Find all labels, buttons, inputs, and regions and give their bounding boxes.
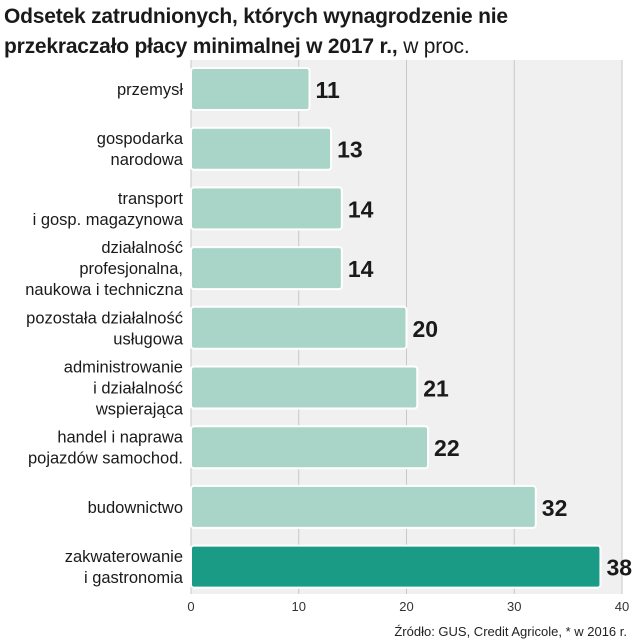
category-label-line: przemysł [117, 81, 183, 99]
chart-title: Odsetek zatrudnionych, których wynagrodz… [4, 2, 632, 62]
category-label-line: zakwaterowanie [65, 548, 183, 566]
category-label: działalność profesjonalna, naukowa i techn… [25, 239, 184, 299]
bar [190, 484, 537, 529]
value-label: 22 [434, 435, 460, 461]
category-label-line: i działalność [93, 380, 183, 398]
category-label-line: wspierająca [95, 401, 184, 419]
category-label-line: usługowa [113, 330, 184, 348]
value-label: 14 [348, 196, 374, 222]
x-tick-label: 10 [292, 599, 306, 614]
category-label-line: profesjonalna, [79, 260, 183, 278]
category-label-line: naukowa i techniczna [25, 281, 184, 299]
category-label-line: pojazdów samochod. [28, 450, 183, 468]
value-label: 21 [423, 376, 449, 402]
bar [190, 67, 311, 111]
category-label: administrowanie i działalność wspierająca [64, 359, 184, 419]
source-note: Źródło: GUS, Credit Agricole, * w 2016 r… [394, 624, 627, 639]
category-label: gospodarka narodowa [97, 130, 184, 169]
category-label-line: administrowanie [64, 359, 183, 377]
value-label: 11 [316, 77, 341, 103]
category-label: zakwaterowanie i gastronomia [65, 548, 184, 587]
category-label-line: narodowa [111, 151, 184, 169]
x-tick-label: 0 [187, 599, 194, 614]
bar [190, 365, 419, 410]
category-label-line: transport [118, 190, 184, 208]
category-label-line: i gastronomia [84, 569, 184, 587]
category-label-line: działalność [101, 239, 183, 257]
category-label-line: handel i naprawa [57, 429, 183, 447]
unit-label: w proc. [403, 35, 470, 58]
bar [190, 305, 408, 350]
category-label-line: i gosp. magazynowa [33, 211, 184, 229]
category-label: handel i naprawa pojazdów samochod. [28, 429, 184, 468]
category-label-line: gospodarka [97, 130, 184, 148]
bar [190, 186, 343, 231]
category-label: przemysł [117, 81, 183, 99]
x-tick-label: 40 [615, 599, 629, 614]
category-label: budownictwo [88, 499, 183, 517]
category-label: pozostała działalność usługowa [26, 309, 184, 348]
bar [190, 246, 343, 291]
x-tick-label: 30 [507, 599, 521, 614]
value-label: 38 [606, 555, 632, 581]
bar [190, 544, 602, 589]
category-label: transport i gosp. magazynowa [33, 190, 184, 229]
bar [190, 425, 430, 470]
title-line-1: Odsetek zatrudnionych, których wynagrodz… [4, 5, 508, 28]
x-tick-label: 20 [399, 599, 413, 614]
value-label: 20 [413, 316, 439, 342]
category-label-line: budownictwo [88, 499, 183, 517]
title-line-2: przekraczało płacy minimalnej w 2017 r., [4, 35, 398, 58]
value-label: 14 [348, 256, 374, 282]
value-label: 13 [337, 137, 363, 163]
value-label: 32 [542, 495, 568, 521]
bar [190, 126, 333, 171]
category-label-line: pozostała działalność [26, 309, 183, 327]
